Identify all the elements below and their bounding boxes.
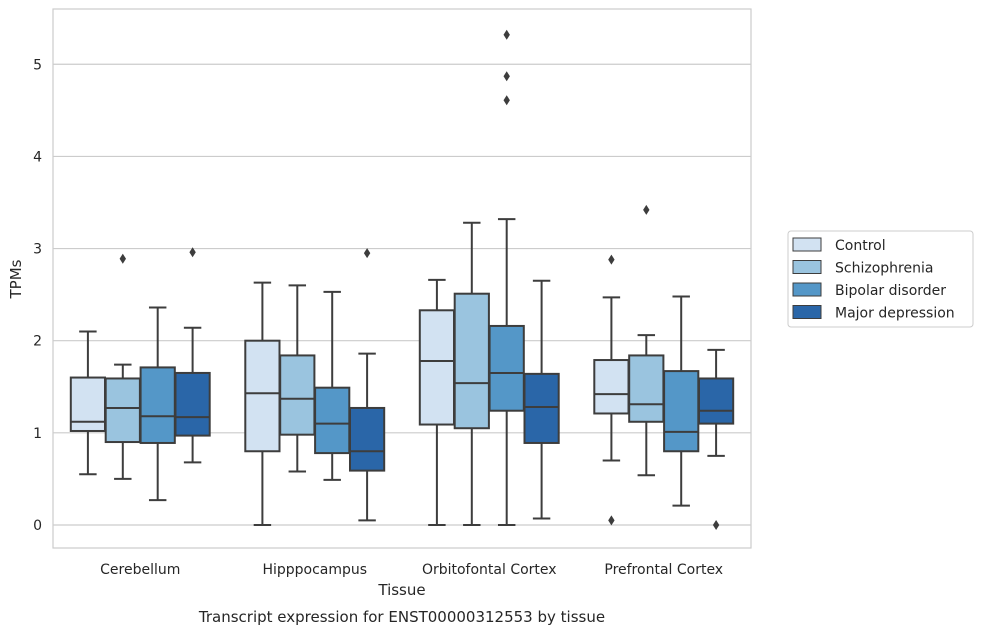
y-tick-label: 3 — [33, 242, 42, 258]
box-major-depression — [348, 248, 386, 522]
outlier-point — [119, 253, 126, 264]
legend: Control Schizophrenia Bipolar disorder Majo… — [787, 230, 974, 328]
y-tick-label: 1 — [33, 426, 42, 442]
box-iqr — [69, 376, 107, 432]
outlier-point — [189, 247, 196, 258]
box-major-depression — [523, 279, 560, 520]
box-iqr — [663, 370, 700, 453]
box-major-depression — [174, 247, 211, 464]
box-schizophrenia — [628, 204, 665, 477]
box-bipolar-disorder — [314, 290, 351, 481]
outlier-point — [608, 254, 615, 265]
box-iqr — [488, 324, 525, 412]
box-iqr — [244, 339, 281, 453]
legend-label: Bipolar disorder — [835, 283, 946, 299]
y-tick-label: 2 — [33, 334, 42, 350]
box-iqr — [453, 292, 490, 430]
x-tick-label: Prefrontal Cortex — [604, 562, 723, 578]
y-axis-ticks: 0 1 2 3 4 5 — [33, 57, 42, 534]
box-iqr — [104, 377, 141, 444]
outlier-point — [503, 71, 510, 82]
box-iqr — [697, 377, 735, 425]
x-tick-label: Cerebellum — [100, 562, 180, 578]
box-control — [244, 281, 281, 526]
outlier-point — [503, 95, 510, 106]
box-iqr — [139, 366, 176, 444]
plot-frame — [52, 8, 752, 549]
x-tick-label: Hipppocampus — [262, 562, 367, 578]
y-tick-label: 0 — [33, 518, 42, 534]
legend-swatch — [792, 260, 822, 274]
legend-label: Schizophrenia — [835, 261, 933, 277]
box-major-depression — [697, 348, 735, 530]
box-control — [69, 330, 107, 476]
box-iqr — [523, 372, 560, 444]
box-control — [593, 254, 630, 526]
outlier-point — [712, 519, 720, 530]
box-bipolar-disorder — [139, 306, 176, 502]
outlier-point — [363, 248, 371, 259]
box-iqr — [348, 406, 386, 472]
x-tick-label: Orbitofontal Cortex — [422, 562, 557, 578]
box-schizophrenia — [279, 284, 316, 473]
x-axis-label: Tissue — [377, 581, 425, 599]
box-iqr — [279, 354, 316, 436]
box-iqr — [593, 359, 630, 415]
y-tick-label: 5 — [33, 57, 42, 73]
x-axis-ticks: Cerebellum Hipppocampus Orbitofontal Corte… — [100, 562, 723, 578]
box-bipolar-disorder — [663, 295, 700, 507]
y-axis-label: TPMs — [7, 259, 25, 299]
box-iqr — [418, 309, 456, 426]
plot-area — [69, 29, 735, 530]
y-tick-label: 4 — [33, 149, 42, 165]
outlier-point — [503, 29, 510, 40]
box-iqr — [628, 354, 665, 423]
chart-title: Transcript expression for ENST0000031255… — [198, 608, 605, 626]
legend-swatch — [792, 282, 822, 297]
legend-swatch — [792, 237, 822, 252]
legend-frame — [787, 230, 974, 328]
box-schizophrenia — [453, 221, 490, 526]
box-bipolar-disorder — [488, 29, 525, 526]
outlier-point — [643, 204, 650, 215]
outlier-point — [608, 515, 615, 526]
box-control — [418, 278, 456, 526]
box-iqr — [174, 371, 211, 437]
legend-swatch — [792, 305, 822, 319]
legend-label: Major depression — [835, 306, 955, 322]
box-iqr — [314, 386, 351, 455]
box-schizophrenia — [104, 253, 141, 480]
legend-label: Control — [835, 238, 886, 254]
